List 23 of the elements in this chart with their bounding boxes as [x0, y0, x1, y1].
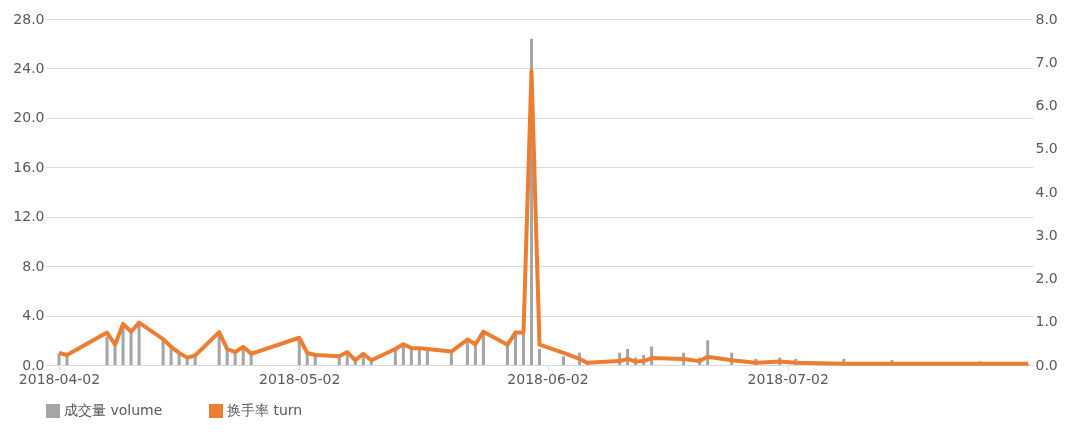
- y-tick-label: 28.0: [13, 10, 45, 27]
- y2-tick-label: 7.0: [1035, 53, 1058, 70]
- y2-tick-label: 1.0: [1035, 313, 1058, 330]
- y-tick-label: 12.0: [13, 208, 45, 225]
- x-tick-label: 2018-04-02: [18, 370, 101, 387]
- y-tick-label: 0.0: [22, 356, 45, 373]
- y2-tick-label: 8.0: [1035, 10, 1058, 27]
- x-tick-label: 2018-07-02: [747, 370, 829, 387]
- x-tick-label: 2018-05-02: [259, 370, 341, 387]
- y-tick-label: 8.0: [22, 257, 45, 274]
- legend-label: 成交量 volume: [64, 402, 163, 418]
- y-tick-label: 24.0: [13, 59, 45, 76]
- y2-tick-label: 0.0: [1035, 356, 1058, 373]
- y2-tick-label: 5.0: [1035, 140, 1058, 157]
- y-tick-label: 4.0: [22, 307, 45, 324]
- y2-tick-label: 2.0: [1035, 270, 1058, 286]
- y-tick-label: 16.0: [13, 158, 45, 175]
- y-tick-label: 20.0: [13, 109, 45, 126]
- legend-label: 换手率 turn: [227, 402, 303, 418]
- y2-tick-label: 4.0: [1035, 183, 1058, 200]
- y2-tick-label: 6.0: [1035, 97, 1058, 113]
- y2-tick-label: 3.0: [1035, 226, 1058, 243]
- x-tick-label: 2018-06-02: [507, 370, 589, 387]
